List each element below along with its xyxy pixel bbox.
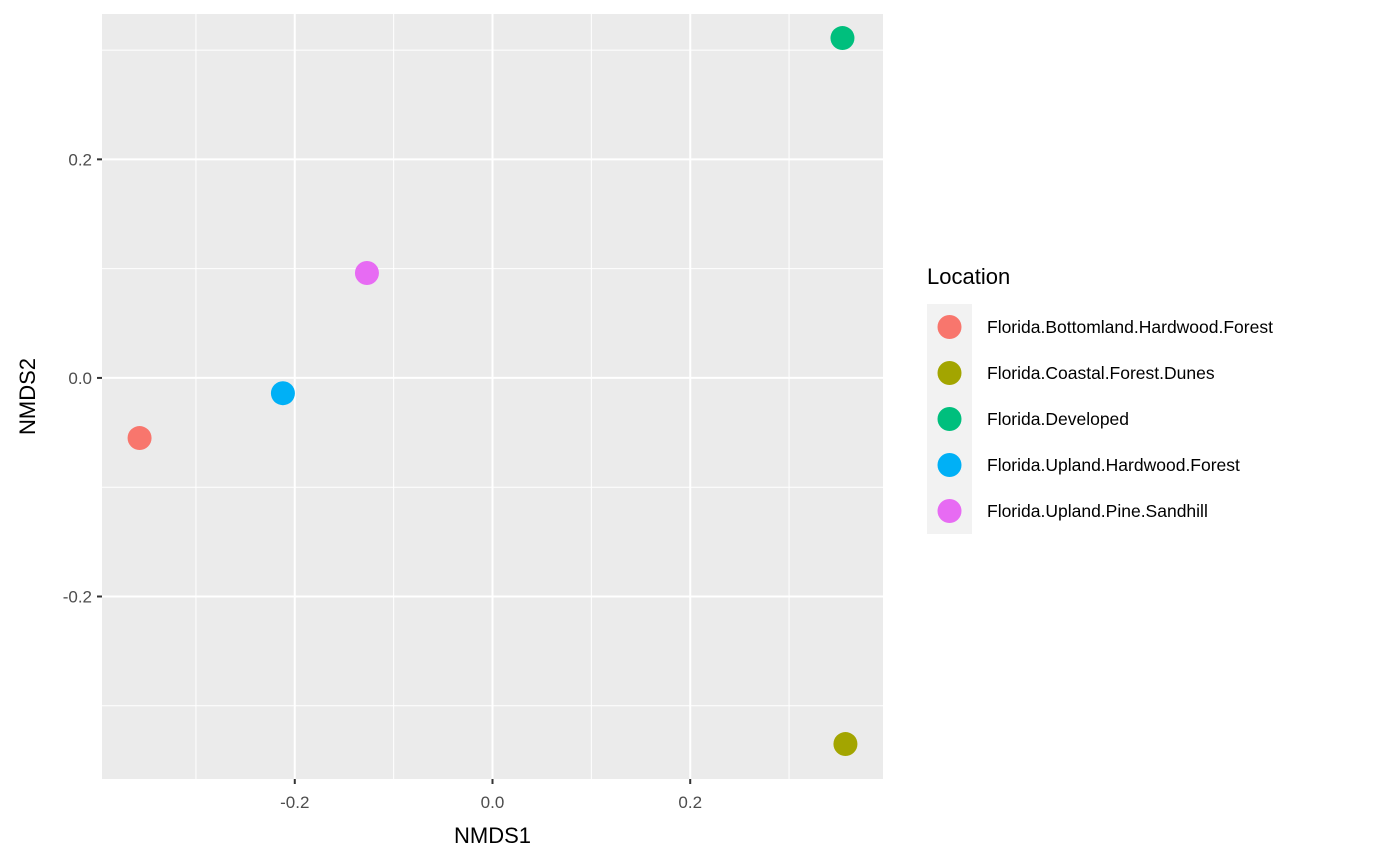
legend-label: Florida.Developed [987, 409, 1129, 429]
x-tick-label: -0.2 [280, 793, 309, 812]
legend-label: Florida.Coastal.Forest.Dunes [987, 363, 1215, 383]
legend-key [937, 407, 962, 431]
axis-ticks: -0.2 0.0 0.2 0.2 0.0 -0.2 [63, 150, 702, 812]
x-tick-label: 0.2 [678, 793, 702, 812]
major-gridlines [102, 14, 883, 779]
legend-label: Florida.Bottomland.Hardwood.Forest [987, 317, 1273, 337]
legend-label: Florida.Upland.Pine.Sandhill [987, 501, 1208, 521]
legend-key [937, 499, 962, 523]
legend-key [937, 315, 962, 339]
data-point [833, 732, 858, 757]
legend-items: Florida.Bottomland.Hardwood.Forest Florid… [937, 315, 1273, 523]
data-point [270, 381, 295, 406]
data-point [127, 426, 152, 451]
data-points [127, 26, 858, 757]
y-axis-title: NMDS2 [15, 358, 40, 435]
legend-key [937, 453, 962, 477]
legend: Location Florida.Bottomland.Hardwood.For… [927, 264, 1273, 534]
legend-label: Florida.Upland.Hardwood.Forest [987, 455, 1240, 475]
y-tick-label: -0.2 [63, 587, 92, 606]
legend-title: Location [927, 264, 1010, 289]
data-point [830, 26, 855, 51]
x-tick-label: 0.0 [481, 793, 505, 812]
y-tick-label: 0.2 [68, 150, 92, 169]
data-point [354, 261, 379, 286]
y-tick-label: 0.0 [68, 369, 92, 388]
legend-key [937, 361, 962, 385]
x-axis-title: NMDS1 [454, 823, 531, 848]
